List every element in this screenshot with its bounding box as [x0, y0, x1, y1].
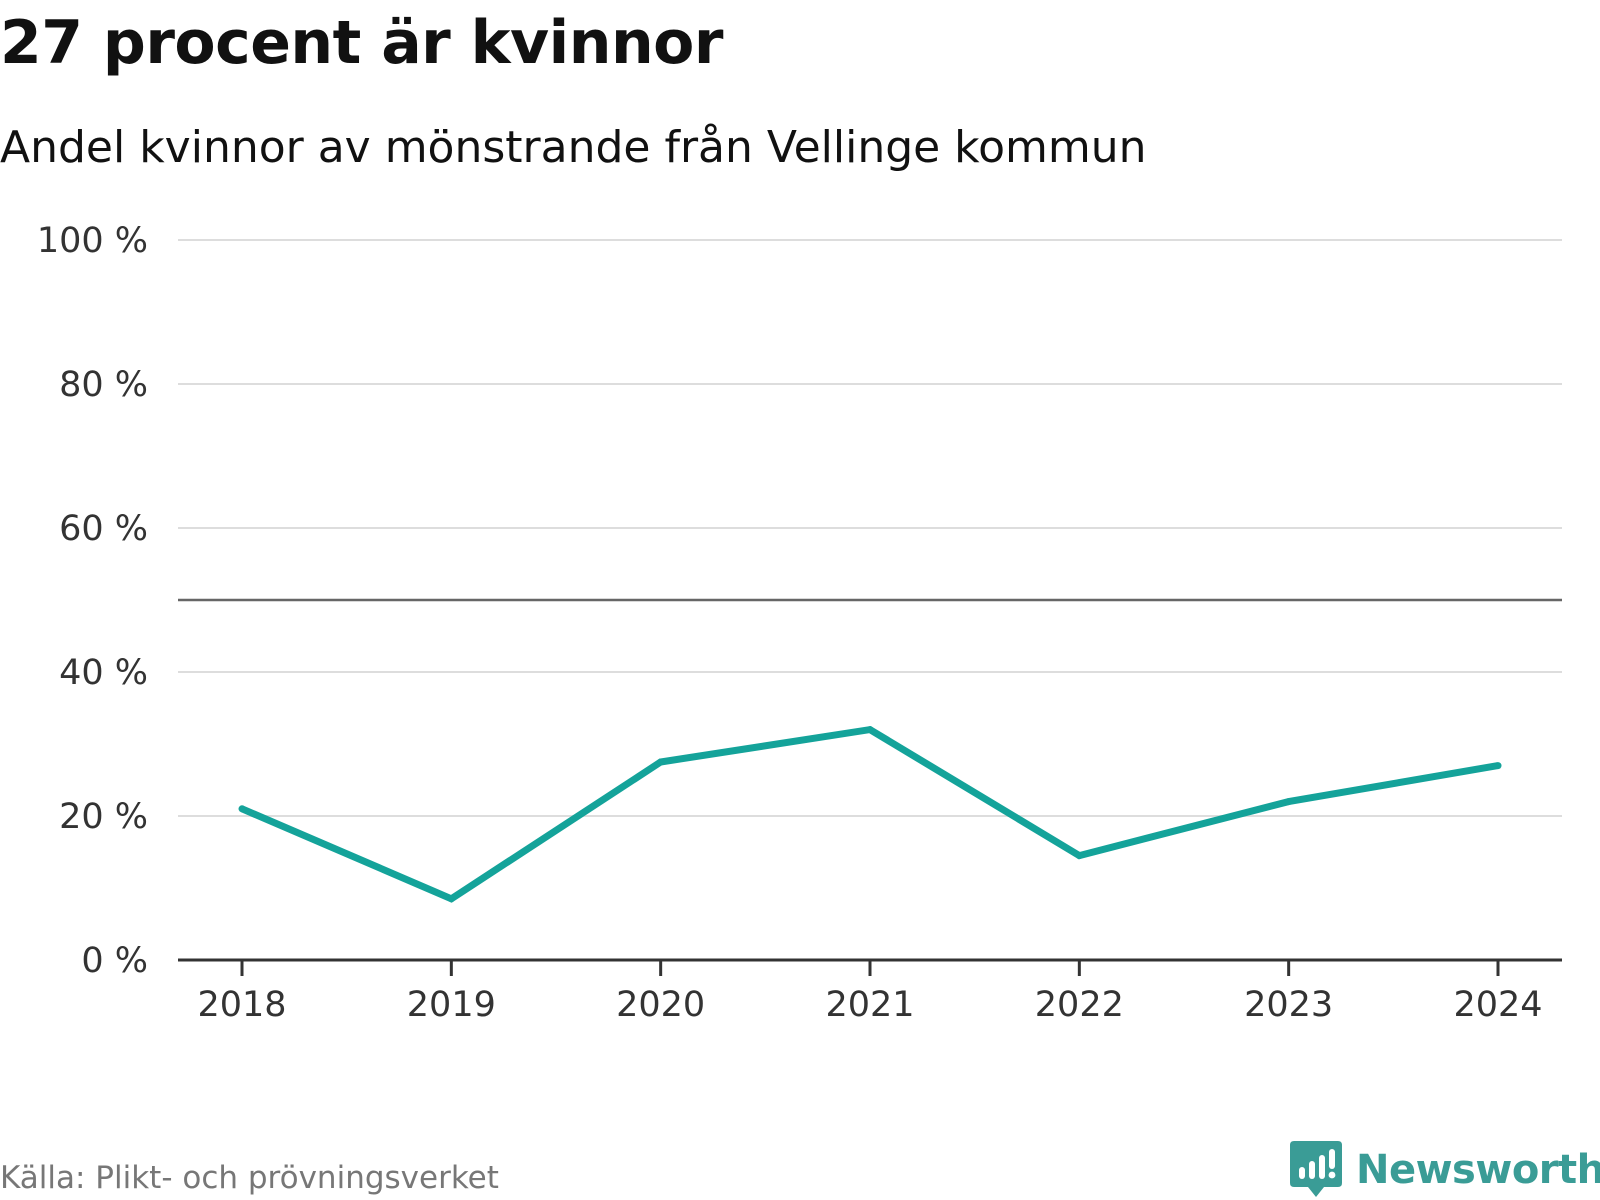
brand-name: Newsworthy: [1356, 1147, 1600, 1193]
y-tick-label: 60 %: [59, 509, 148, 549]
x-tick-label: 2019: [407, 985, 496, 1025]
data-point: [1075, 852, 1083, 860]
line-chart: 0 % 20 % 40 % 60 % 80 % 100 % 2018 2019 2020 2021…: [37, 221, 1562, 1025]
series-line: [240, 725, 1499, 903]
brand-logo: Newsworthy: [1290, 1140, 1600, 1200]
y-tick-label: 100 %: [37, 221, 148, 261]
data-point: [657, 758, 665, 766]
x-tick-label: 2022: [1035, 985, 1124, 1025]
y-tick-label: 0 %: [81, 941, 148, 981]
data-point: [1285, 798, 1293, 806]
chart-title: 27 procent är kvinnor: [0, 8, 723, 78]
data-point: [866, 726, 874, 734]
newsworthy-logo-icon: [1290, 1141, 1342, 1197]
x-tick-label: 2023: [1244, 985, 1333, 1025]
source-note: Källa: Plikt- och prövningsverket: [0, 1160, 499, 1196]
x-tick-label: 2021: [825, 985, 914, 1025]
x-tick-label: 2020: [616, 985, 705, 1025]
data-point: [238, 805, 246, 813]
x-tick-label: 2024: [1453, 985, 1542, 1025]
y-tick-label: 20 %: [59, 797, 148, 837]
data-point: [447, 895, 455, 903]
y-tick-label: 40 %: [59, 653, 148, 693]
x-tick-label: 2018: [197, 985, 286, 1025]
y-tick-label: 80 %: [59, 365, 148, 405]
chart-subtitle: Andel kvinnor av mönstrande från Velling…: [0, 122, 1147, 173]
data-point: [1494, 762, 1502, 770]
